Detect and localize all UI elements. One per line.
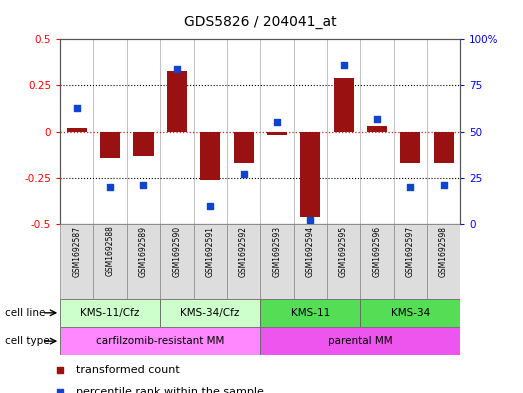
Text: GSM1692590: GSM1692590 [173,226,181,277]
Text: GSM1692593: GSM1692593 [272,226,281,277]
Bar [94,224,127,299]
Text: KMS-11/Cfz: KMS-11/Cfz [81,308,140,318]
Bar [160,299,260,327]
Bar [67,128,87,132]
Text: GSM1692595: GSM1692595 [339,226,348,277]
Bar [400,132,420,163]
Bar [360,224,393,299]
Point [240,171,248,177]
Bar [394,224,427,299]
Text: parental MM: parental MM [328,336,393,346]
Bar [227,224,260,299]
Bar [160,224,194,299]
Text: cell line: cell line [5,308,46,318]
Point [173,66,181,72]
Text: GSM1692598: GSM1692598 [439,226,448,277]
Bar [233,132,254,163]
Bar [127,224,160,299]
Point [339,62,348,68]
Text: GSM1692587: GSM1692587 [72,226,81,277]
Point [56,366,64,373]
Text: GDS5826 / 204041_at: GDS5826 / 204041_at [184,15,336,29]
Bar [267,132,287,135]
Bar [133,132,154,156]
Text: transformed count: transformed count [76,365,180,375]
Bar [293,224,327,299]
Point [439,182,448,188]
Bar [167,71,187,132]
Bar [60,327,260,355]
Bar [367,126,387,132]
Bar [60,224,94,299]
Point [56,389,64,393]
Text: KMS-11: KMS-11 [291,308,330,318]
Point [206,202,214,209]
Point [106,184,115,190]
Bar [434,132,453,163]
Bar [427,224,460,299]
Bar [260,299,360,327]
Bar [100,132,120,158]
Point [139,182,147,188]
Bar [327,224,360,299]
Bar [260,224,293,299]
Text: GSM1692588: GSM1692588 [106,226,115,276]
Point [272,119,281,125]
Text: KMS-34/Cfz: KMS-34/Cfz [180,308,240,318]
Text: GSM1692597: GSM1692597 [406,226,415,277]
Text: cell type: cell type [5,336,50,346]
Text: GSM1692594: GSM1692594 [306,226,315,277]
Bar [260,327,460,355]
Bar [300,132,320,217]
Text: GSM1692589: GSM1692589 [139,226,148,277]
Text: percentile rank within the sample: percentile rank within the sample [76,387,264,393]
Text: GSM1692591: GSM1692591 [206,226,214,277]
Bar [360,299,460,327]
Text: KMS-34: KMS-34 [391,308,430,318]
Bar [334,78,354,132]
Text: carfilzomib-resistant MM: carfilzomib-resistant MM [96,336,224,346]
Point [373,116,381,122]
Point [73,105,81,111]
Text: GSM1692596: GSM1692596 [372,226,381,277]
Bar [194,224,227,299]
Bar [60,299,160,327]
Bar [200,132,220,180]
Text: GSM1692592: GSM1692592 [239,226,248,277]
Point [306,217,314,224]
Point [406,184,414,190]
